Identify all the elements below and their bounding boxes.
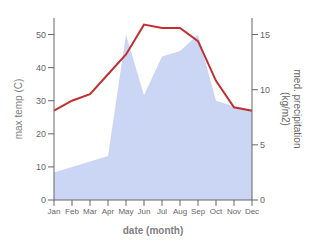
svg-text:Sep: Sep	[191, 207, 206, 216]
svg-text:0: 0	[260, 195, 265, 205]
svg-text:Apr: Apr	[102, 207, 115, 216]
svg-text:date (month): date (month)	[123, 225, 184, 236]
svg-text:Jun: Jun	[138, 207, 151, 216]
svg-text:Dec: Dec	[245, 207, 259, 216]
svg-text:40: 40	[36, 63, 46, 73]
svg-text:50: 50	[36, 30, 46, 40]
svg-text:med. precipitation(kg/m2): med. precipitation(kg/m2)	[280, 70, 303, 149]
svg-text:5: 5	[260, 140, 265, 150]
svg-text:Nov: Nov	[227, 207, 241, 216]
svg-text:Feb: Feb	[65, 207, 79, 216]
svg-text:max temp (C): max temp (C)	[13, 79, 24, 140]
svg-text:10: 10	[260, 85, 270, 95]
svg-text:30: 30	[36, 96, 46, 106]
svg-text:May: May	[118, 207, 133, 216]
svg-text:Jan: Jan	[48, 207, 61, 216]
svg-text:0: 0	[41, 195, 46, 205]
svg-text:Aug: Aug	[173, 207, 187, 216]
svg-text:10: 10	[36, 162, 46, 172]
svg-text:Mar: Mar	[83, 207, 97, 216]
svg-text:Oct: Oct	[210, 207, 223, 216]
svg-text:15: 15	[260, 30, 270, 40]
svg-text:Jul: Jul	[157, 207, 167, 216]
svg-text:20: 20	[36, 129, 46, 139]
